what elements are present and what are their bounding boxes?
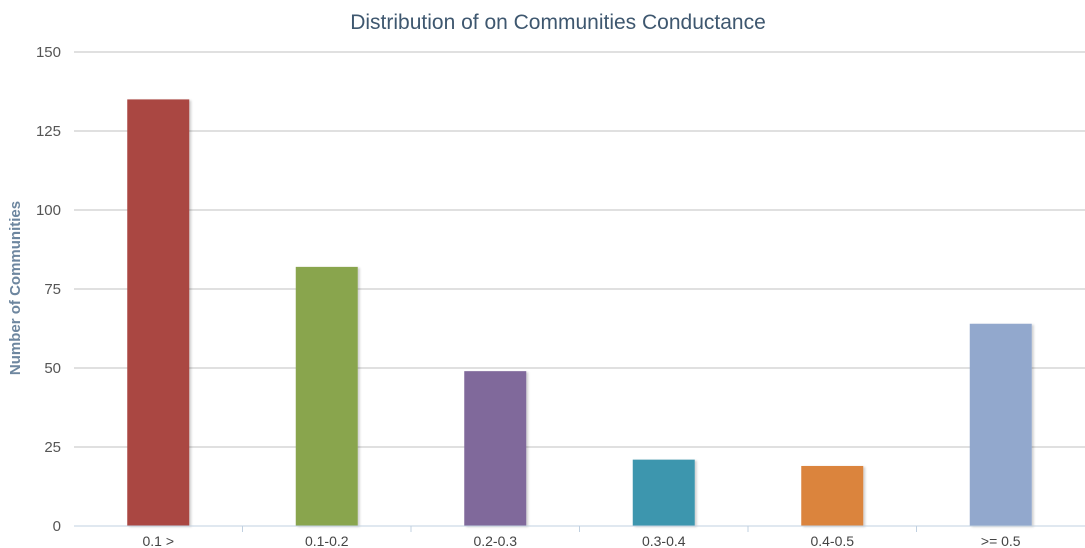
chart-title: Distribution of on Communities Conductan…	[350, 11, 766, 34]
x-tick-label: 0.4-0.5	[810, 533, 854, 548]
x-tick-label: >= 0.5	[981, 533, 1021, 548]
x-tick-label: 0.1-0.2	[305, 533, 349, 548]
bar[interactable]	[127, 99, 190, 527]
bar[interactable]	[969, 323, 1032, 526]
bar[interactable]	[464, 371, 527, 526]
x-axis-tick-marks	[242, 526, 917, 532]
x-axis-ticks: 0.1 > 0.1-0.2 0.2-0.3 0.3-0.4 0.4-0.5 >= 0.5	[142, 533, 1020, 548]
bars	[127, 99, 1032, 527]
y-tick-label: 100	[36, 202, 61, 219]
y-axis-label: Number of Communities	[7, 201, 24, 375]
grid-lines	[74, 51, 1085, 448]
x-tick-label: 0.1 >	[142, 533, 174, 548]
y-tick-label: 150	[36, 44, 61, 61]
y-tick-label: 50	[44, 360, 61, 377]
bar[interactable]	[801, 465, 864, 526]
y-tick-label: 125	[36, 123, 61, 140]
y-axis-ticks: 0 25 50 75 100 125 150	[36, 44, 61, 535]
y-tick-label: 0	[53, 518, 61, 535]
y-tick-label: 25	[44, 439, 61, 456]
bar[interactable]	[632, 459, 695, 526]
x-tick-label: 0.3-0.4	[642, 533, 686, 548]
y-tick-label: 75	[44, 281, 61, 298]
x-tick-label: 0.2-0.3	[473, 533, 517, 548]
bar[interactable]	[295, 266, 358, 526]
